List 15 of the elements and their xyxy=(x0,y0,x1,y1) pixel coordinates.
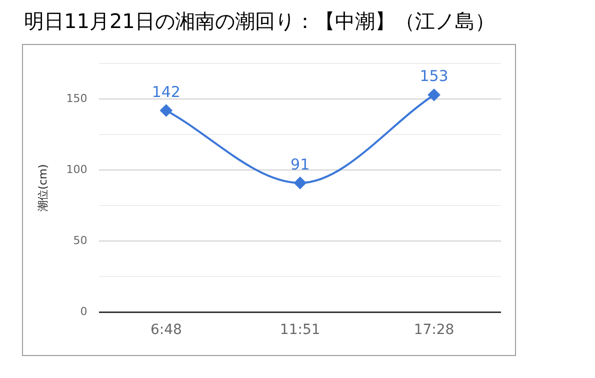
x-tick-label: 17:28 xyxy=(414,322,454,338)
chart-title: 明日11月21日の湘南の潮回り：【中潮】（江ノ島） xyxy=(24,8,495,35)
y-tick-label: 100 xyxy=(66,163,88,176)
point xyxy=(428,88,440,101)
x-tick-label: 6:48 xyxy=(150,322,182,338)
x-tick-label: 11:51 xyxy=(280,322,320,338)
data-label: 142 xyxy=(152,82,180,101)
y-axis-title: 潮位(cm) xyxy=(36,164,50,212)
y-tick-label: 50 xyxy=(73,234,88,248)
y-tick-label: 150 xyxy=(66,92,88,105)
y-tick-label: 0 xyxy=(80,305,88,318)
point xyxy=(294,176,306,189)
point xyxy=(160,104,172,116)
data-label: 153 xyxy=(420,67,448,86)
data-label: 91 xyxy=(290,155,310,174)
